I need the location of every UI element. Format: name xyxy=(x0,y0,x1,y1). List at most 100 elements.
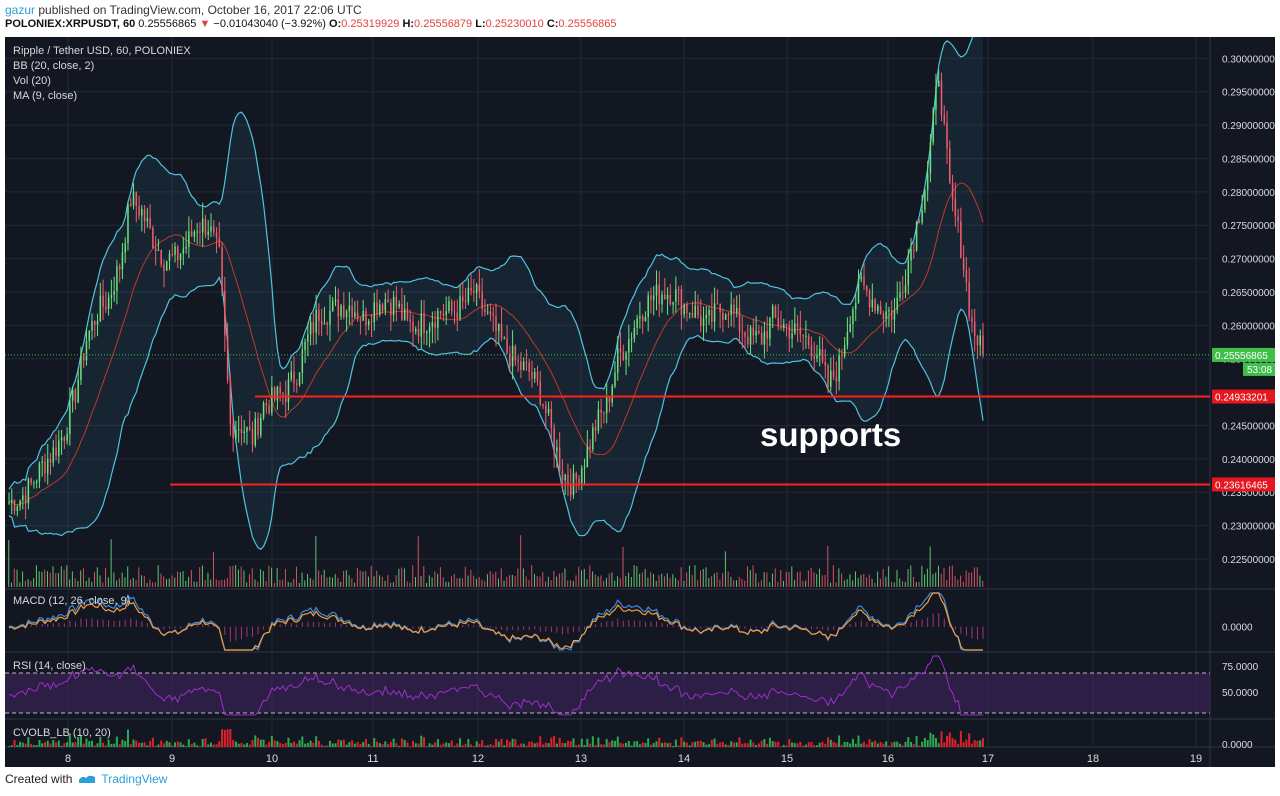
candle xyxy=(890,310,893,320)
cvolb-bar xyxy=(818,742,821,747)
cvolb-bar xyxy=(381,744,384,747)
candle xyxy=(594,427,597,431)
legend-bb[interactable]: BB (20, close, 2) xyxy=(13,60,95,72)
cvolb-bar xyxy=(182,744,185,747)
candle xyxy=(799,327,802,335)
volume-bar xyxy=(55,573,57,587)
price-chart[interactable]: 8 9 10 11 12 13 14 15 16 17 18 19 0.30000000 0.295000… xyxy=(5,37,1275,767)
cvolb-bar xyxy=(796,743,799,747)
candle xyxy=(331,301,334,312)
candle xyxy=(384,299,387,311)
support-price-badge xyxy=(1212,389,1275,404)
candle xyxy=(658,284,661,305)
volume-bar xyxy=(929,546,931,587)
macd-histogram-bar xyxy=(423,626,425,629)
volume-bar xyxy=(694,565,696,587)
cvolb-bar xyxy=(943,742,946,747)
cvolb-bar xyxy=(683,741,686,747)
cvolb-bar xyxy=(602,744,605,747)
candle xyxy=(113,291,115,295)
volume-bar xyxy=(138,567,140,587)
cvolb-bar xyxy=(976,740,979,747)
candle xyxy=(467,287,470,303)
volume-bar xyxy=(224,579,226,587)
cvolb-bar xyxy=(738,737,741,747)
candle xyxy=(359,319,362,321)
volume-bar xyxy=(852,580,854,587)
volume-bar xyxy=(235,565,237,587)
volume-bar xyxy=(926,568,928,587)
candle xyxy=(22,495,24,501)
macd-histogram-bar xyxy=(833,626,835,630)
macd-histogram-bar xyxy=(290,623,292,627)
legend-rsi[interactable]: RSI (14, close) xyxy=(13,660,86,672)
volume-bar xyxy=(478,577,480,587)
volume-bar xyxy=(381,576,383,587)
legend-macd[interactable]: MACD (12, 26, close, 9) xyxy=(13,595,131,607)
volume-bar xyxy=(835,582,837,587)
cvolb-bar xyxy=(8,746,10,747)
candle xyxy=(456,312,459,319)
time-axis-label: 15 xyxy=(781,753,793,765)
volume-bar xyxy=(13,568,15,587)
cvolb-bar xyxy=(279,743,282,747)
legend-cvolb[interactable]: CVOLB_LB (10, 20) xyxy=(13,727,111,739)
cvolb-bar xyxy=(223,729,226,747)
macd-histogram-bar xyxy=(229,626,231,642)
macd-histogram-bar xyxy=(816,626,818,630)
cvolb-bar xyxy=(832,741,835,747)
volume-bar xyxy=(827,546,829,587)
volume-bar xyxy=(545,581,547,587)
candle xyxy=(13,499,16,511)
candle xyxy=(428,327,431,332)
author-link[interactable]: gazur xyxy=(5,3,36,17)
volume-bar xyxy=(652,574,654,587)
cvolb-bar xyxy=(162,743,165,747)
cvolb-bar xyxy=(323,746,326,747)
candle xyxy=(129,203,132,206)
candle xyxy=(522,362,525,370)
cvolb-bar xyxy=(589,743,592,747)
volume-bar xyxy=(437,573,439,587)
macd-histogram-bar xyxy=(672,625,674,627)
volume-bar xyxy=(243,570,245,587)
volume-bar xyxy=(19,582,21,587)
macd-histogram-bar xyxy=(871,623,873,627)
candle xyxy=(675,289,677,302)
cvolb-bar xyxy=(298,740,301,747)
candle xyxy=(351,305,353,317)
macd-histogram-bar xyxy=(174,626,176,629)
price-axis-label: 0.29000000 xyxy=(1222,121,1275,132)
cvolb-bar xyxy=(827,737,830,747)
macd-histogram-bar xyxy=(102,619,104,627)
cvolb-bar xyxy=(533,743,536,747)
candle xyxy=(608,396,611,403)
candle xyxy=(783,323,785,329)
volume-bar xyxy=(760,580,762,587)
candle xyxy=(91,320,93,331)
volume-bar xyxy=(284,568,286,587)
candle xyxy=(462,296,464,301)
volume-bar xyxy=(373,576,375,587)
volume-bar xyxy=(132,577,134,587)
candle xyxy=(628,339,630,353)
legend-ma[interactable]: MA (9, close) xyxy=(13,90,78,102)
candle xyxy=(724,314,727,320)
cvolb-bar xyxy=(932,734,935,747)
volume-bar xyxy=(603,580,605,587)
volume-bar xyxy=(973,567,975,587)
chart-container[interactable]: 8 9 10 11 12 13 14 15 16 17 18 19 0.30000000 0.295000… xyxy=(5,37,1275,767)
cvolb-bar xyxy=(209,742,212,747)
cvolb-bar xyxy=(46,740,49,747)
legend-vol[interactable]: Vol (20) xyxy=(13,75,51,87)
volume-bar xyxy=(890,581,892,587)
cvolb-bar xyxy=(328,740,331,747)
bb-upper-line xyxy=(8,37,974,490)
candle xyxy=(619,348,622,352)
macd-histogram-bar xyxy=(938,612,940,627)
tradingview-link[interactable]: TradingView xyxy=(78,772,167,786)
cvolb-bar xyxy=(871,742,874,747)
volume-bar xyxy=(320,574,322,587)
cvolb-bar xyxy=(198,746,201,747)
macd-histogram-bar xyxy=(633,620,635,627)
